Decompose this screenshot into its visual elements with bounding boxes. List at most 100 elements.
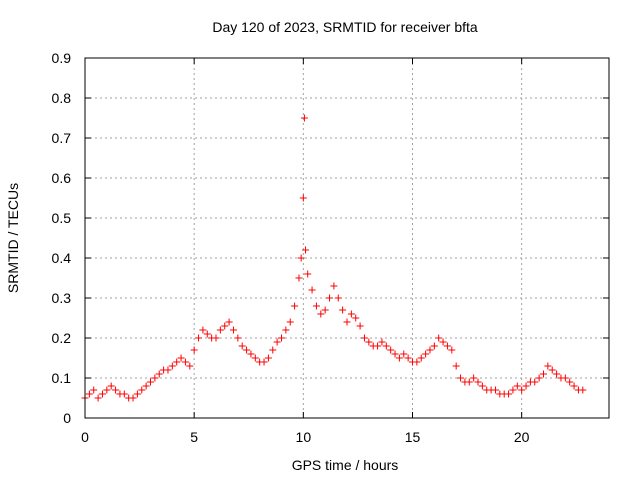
data-point xyxy=(465,378,473,386)
data-point xyxy=(387,346,395,354)
data-point xyxy=(120,390,128,398)
data-point xyxy=(282,326,290,334)
data-points xyxy=(81,114,587,402)
data-point xyxy=(435,334,443,342)
x-tick-label: 5 xyxy=(190,429,198,445)
data-point xyxy=(225,318,233,326)
data-point xyxy=(391,350,399,358)
data-point xyxy=(195,334,203,342)
data-point xyxy=(151,374,159,382)
data-point xyxy=(286,318,294,326)
data-point xyxy=(413,358,421,366)
data-point xyxy=(404,354,412,362)
data-point xyxy=(164,366,172,374)
y-tick-label: 0.6 xyxy=(52,170,72,186)
data-point xyxy=(334,294,342,302)
data-point xyxy=(269,346,277,354)
data-point xyxy=(540,370,547,378)
data-point xyxy=(561,374,569,382)
data-point xyxy=(177,354,185,362)
x-tick-label: 20 xyxy=(514,429,530,445)
data-point xyxy=(513,382,521,390)
data-point xyxy=(147,378,154,386)
data-point xyxy=(302,246,310,254)
y-tick-label: 0.7 xyxy=(52,130,72,146)
x-tick-labels: 0 5 10 15 20 xyxy=(81,429,530,445)
data-point xyxy=(85,390,93,398)
data-point xyxy=(107,382,115,390)
data-point xyxy=(566,378,574,386)
data-point xyxy=(138,386,146,394)
x-axis-label: GPS time / hours xyxy=(292,457,399,473)
data-point xyxy=(103,386,111,394)
data-point xyxy=(553,370,561,378)
data-point xyxy=(330,282,338,290)
data-point xyxy=(478,382,486,390)
data-point xyxy=(216,326,224,334)
data-point xyxy=(199,326,207,334)
data-point xyxy=(273,338,281,346)
x-tick-label: 0 xyxy=(81,429,89,445)
data-point xyxy=(243,346,251,354)
y-tick-label: 0.2 xyxy=(52,330,72,346)
plot-frame xyxy=(84,57,610,419)
data-point xyxy=(133,390,141,398)
y-tick-label: 0 xyxy=(63,410,71,426)
data-point xyxy=(297,254,305,262)
data-point xyxy=(570,382,578,390)
data-point xyxy=(356,322,364,330)
data-point xyxy=(264,354,272,362)
data-point xyxy=(173,358,181,366)
data-point xyxy=(299,194,307,202)
data-point xyxy=(548,366,556,374)
data-point xyxy=(518,386,526,394)
data-point xyxy=(430,342,438,350)
data-point xyxy=(505,390,513,398)
y-tick-label: 0.3 xyxy=(52,290,72,306)
data-point xyxy=(544,362,552,370)
data-point xyxy=(181,358,189,366)
data-point xyxy=(112,386,120,394)
data-point xyxy=(426,346,434,354)
grid-lines xyxy=(85,58,609,418)
data-point xyxy=(448,346,456,354)
data-point xyxy=(470,374,478,382)
data-point xyxy=(238,342,246,350)
data-point xyxy=(308,286,316,294)
data-point xyxy=(186,362,194,370)
chart-title: Day 120 of 2023, SRMTID for receiver bft… xyxy=(212,19,478,35)
data-point xyxy=(98,390,106,398)
data-point xyxy=(295,274,303,282)
data-point xyxy=(417,354,425,362)
data-point xyxy=(190,346,198,354)
data-point xyxy=(300,114,308,122)
data-point xyxy=(522,382,530,390)
data-point xyxy=(94,394,102,402)
data-point xyxy=(491,386,499,394)
data-point xyxy=(251,354,259,362)
data-point xyxy=(142,382,150,390)
data-point xyxy=(535,374,543,382)
y-tick-label: 0.5 xyxy=(52,210,72,226)
data-point xyxy=(260,358,268,366)
data-point xyxy=(395,354,403,362)
data-point xyxy=(457,374,465,382)
data-point xyxy=(247,350,255,358)
data-point xyxy=(278,334,285,342)
data-point xyxy=(579,386,587,394)
data-point xyxy=(155,370,163,378)
data-point xyxy=(439,338,447,346)
data-point xyxy=(321,306,329,314)
data-point xyxy=(365,338,373,346)
data-point xyxy=(304,270,312,278)
data-point xyxy=(343,318,351,326)
data-point xyxy=(212,334,220,342)
data-point xyxy=(317,310,325,318)
data-point xyxy=(129,394,137,402)
y-axis-label: SRMTID / TECUs xyxy=(5,183,21,293)
data-point xyxy=(347,310,355,318)
y-tick-label: 0.1 xyxy=(52,370,72,386)
data-point xyxy=(326,294,334,302)
data-point xyxy=(378,338,386,346)
data-point xyxy=(203,330,211,338)
